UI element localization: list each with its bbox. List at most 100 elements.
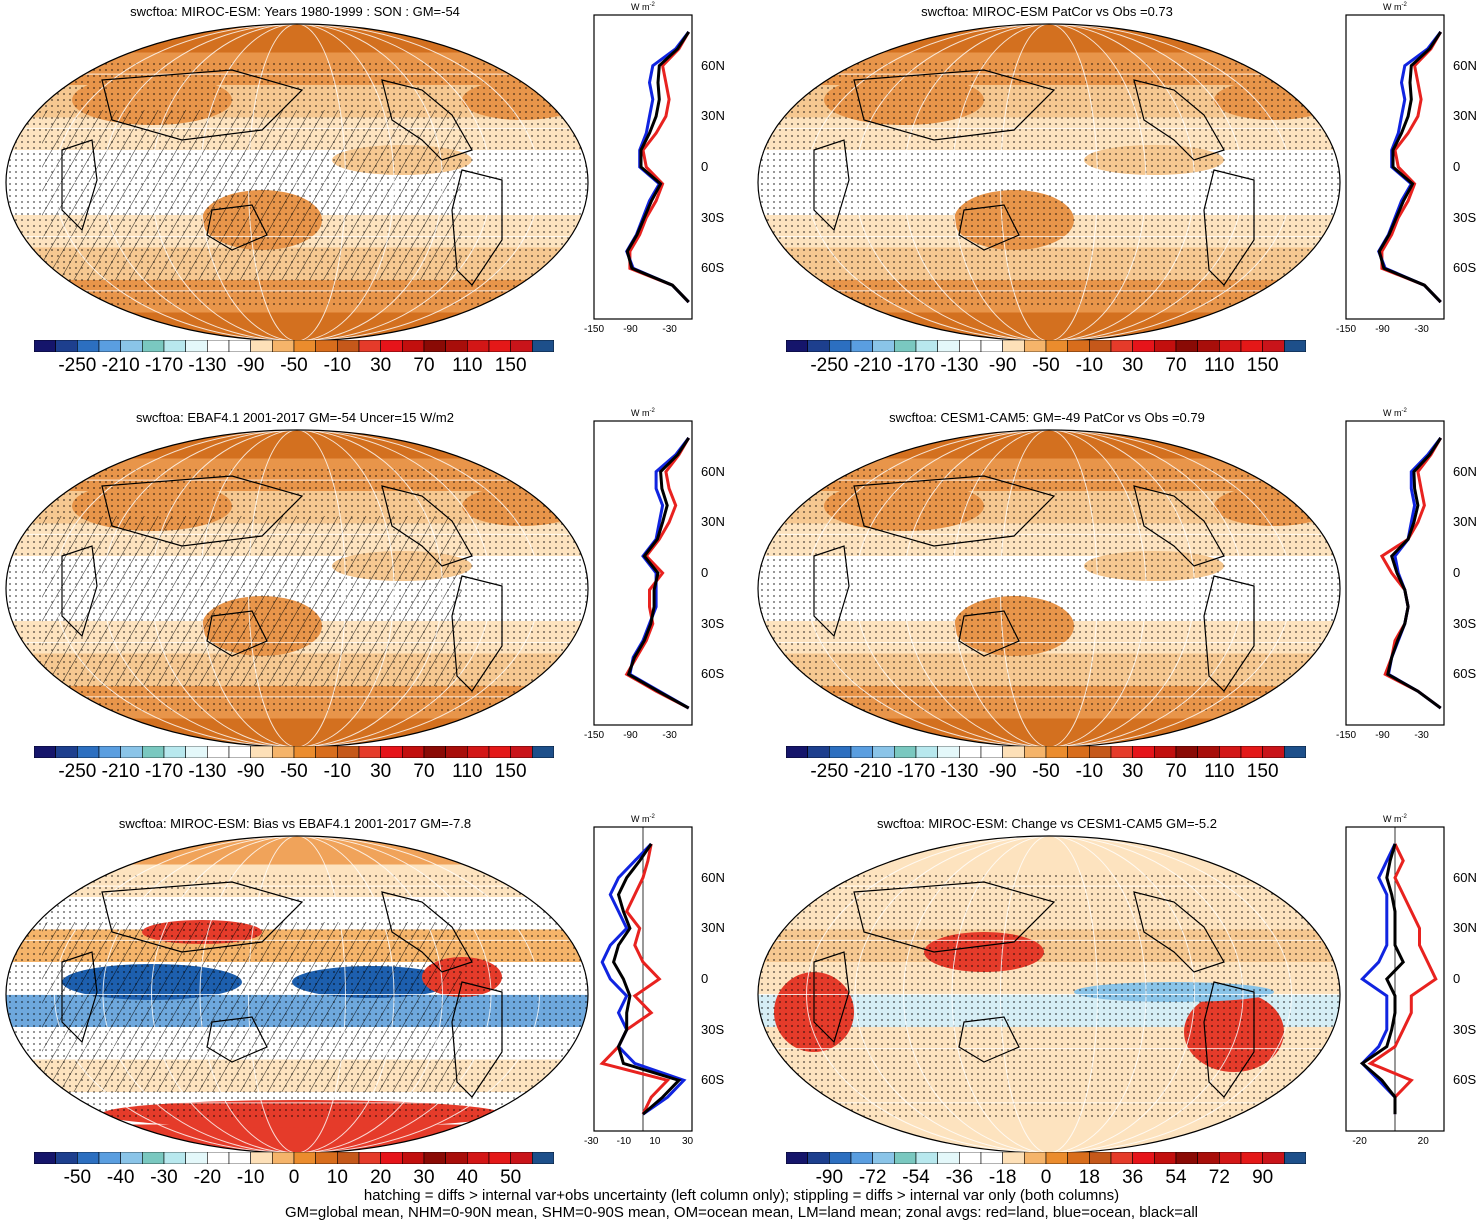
colorbar-swatch [77, 746, 100, 758]
colorbar-tick-label: -170 [896, 355, 936, 376]
colorbar-swatch [786, 340, 808, 352]
colorbar-swatch [228, 1152, 251, 1164]
colorbar-tick-label: 110 [1204, 355, 1235, 376]
zonal-xtick-label: -30 [662, 324, 677, 335]
colorbar-swatch [445, 1152, 468, 1164]
colorbar-swatch [337, 1152, 360, 1164]
zonal-lat-label: 30N [1453, 514, 1477, 530]
colorbar-tick-label: 36 [1122, 1167, 1144, 1188]
colorbar-swatch [98, 746, 121, 758]
zonal-xtick-label: 30 [682, 1136, 694, 1147]
colorbar-swatch [980, 1152, 1003, 1164]
zonal-line-land [599, 843, 671, 1115]
zonal-line-all [611, 843, 682, 1116]
colorbar-swatch [1067, 746, 1090, 758]
colorbar-swatch [894, 340, 917, 352]
colorbar-swatch [337, 340, 360, 352]
colorbar-swatch [1240, 746, 1263, 758]
colorbar-tick-label: -90 [815, 1167, 844, 1188]
colorbar-swatch [1110, 746, 1133, 758]
colorbar-tick-label: 10 [326, 1167, 348, 1188]
colorbar-swatch [1089, 1152, 1112, 1164]
colorbar-tick-label: -54 [902, 1167, 930, 1188]
footer-note-1: hatching = diffs > internal var+obs unce… [363, 1187, 1120, 1204]
zonal-lat-label: 0 [701, 159, 709, 174]
zonal-xtick-label: -150 [584, 324, 605, 335]
zonal-line-all [1377, 31, 1442, 304]
colorbar-swatch [55, 1152, 78, 1164]
colorbar-swatch [1154, 1152, 1177, 1164]
zonal-xtick-label: -90 [623, 730, 638, 741]
colorbar-swatch [1175, 1152, 1198, 1164]
zonal-unit: W m-2 [631, 2, 655, 12]
world-map [757, 835, 1341, 1154]
colorbar-swatch [467, 746, 490, 758]
zonal-lat-label: 60S [701, 1072, 725, 1088]
panel-1: swcftoa: MIROC-ESM PatCor vs Obs =0.73 -2… [752, 0, 1483, 400]
panel-title: swcftoa: MIROC-ESM: Change vs CESM1-CAM5… [877, 816, 1217, 831]
colorbar-swatch [337, 746, 360, 758]
zonal-lat-label: 60N [701, 869, 725, 885]
colorbar-tick-label: -50 [1032, 761, 1060, 782]
colorbar-tick-label: -210 [853, 355, 892, 376]
colorbar-tick-label: -130 [188, 761, 227, 782]
zonal-mean-plot [593, 14, 693, 320]
colorbar-swatch [1045, 746, 1068, 758]
colorbar-tick-label: 20 [370, 1167, 392, 1188]
world-map [757, 23, 1341, 342]
zonal-line-all [625, 31, 690, 304]
colorbar-labels: -50 -40 -30 -20 -10 0 10 20 30 40 50 [34, 1167, 554, 1191]
zonal-lat-label: 60S [701, 260, 725, 276]
colorbar-swatch [402, 340, 425, 352]
colorbar-swatch [98, 1152, 121, 1164]
colorbar-tick-label: -210 [101, 761, 140, 782]
colorbar-swatch [1262, 340, 1285, 352]
panel-title: swcftoa: MIROC-ESM: Bias vs EBAF4.1 2001… [118, 816, 472, 831]
footer-note-2: GM=global mean, NHM=0-90N mean, SHM=0-90… [284, 1204, 1198, 1221]
colorbar-swatch [272, 340, 295, 352]
colorbar-swatch [467, 340, 490, 352]
colorbar-swatch [142, 746, 165, 758]
colorbar-swatch [510, 1152, 533, 1164]
colorbar-swatch [510, 746, 533, 758]
zonal-lat-label: 60N [701, 57, 725, 73]
zonal-lat-label: 30S [701, 209, 725, 225]
colorbar-swatch [467, 1152, 490, 1164]
colorbar [34, 1152, 554, 1164]
colorbar-swatch [228, 340, 251, 352]
colorbar-tick-label: 54 [1165, 1167, 1187, 1188]
colorbar-labels: -250 -210 -170 -130 -90 -50 -10 30 70 110 150 [34, 355, 554, 379]
colorbar-swatch [850, 340, 873, 352]
colorbar-swatch [34, 340, 56, 352]
colorbar-tick-label: 150 [494, 761, 527, 782]
colorbar-tick-label: 30 [1122, 355, 1144, 376]
colorbar-labels: -250 -210 -170 -130 -90 -50 -10 30 70 110 150 [34, 761, 554, 785]
colorbar-tick-label: 70 [413, 761, 435, 782]
colorbar-swatch [1024, 1152, 1047, 1164]
colorbar-labels: -250 -210 -170 -130 -90 -50 -10 30 70 110 150 [786, 355, 1306, 379]
colorbar-swatch [786, 746, 808, 758]
colorbar-tick-label: -250 [58, 761, 97, 782]
colorbar-swatch [185, 746, 208, 758]
zonal-xtick-label: -90 [1375, 324, 1390, 335]
zonal-xtick-label: -150 [1336, 324, 1357, 335]
colorbar-swatch [915, 746, 938, 758]
colorbar-swatch [829, 340, 852, 352]
colorbar-swatch [272, 746, 295, 758]
colorbar-swatch [120, 746, 143, 758]
colorbar [786, 746, 1306, 758]
colorbar-swatch [980, 340, 1003, 352]
colorbar-swatch [250, 1152, 273, 1164]
zonal-xtick-label: -20 [1352, 1136, 1367, 1147]
zonal-mean-plot [593, 826, 693, 1132]
zonal-xtick-label: -90 [623, 324, 638, 335]
colorbar-swatch [228, 746, 251, 758]
zonal-lat-label: 0 [1453, 565, 1461, 580]
colorbar-tick-label: -170 [144, 761, 184, 782]
colorbar-tick-label: -50 [280, 761, 308, 782]
colorbar-tick-label: -90 [236, 355, 265, 376]
colorbar-swatch [1197, 746, 1220, 758]
colorbar-tick-label: -30 [150, 1167, 178, 1188]
colorbar-swatch [1262, 1152, 1285, 1164]
colorbar-swatch [807, 340, 830, 352]
